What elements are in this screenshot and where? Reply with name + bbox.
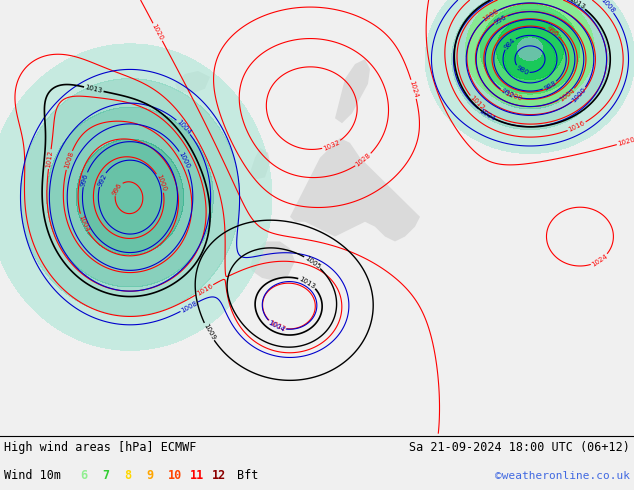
Text: Sa 21-09-2024 18:00 UTC (06+12): Sa 21-09-2024 18:00 UTC (06+12) bbox=[409, 441, 630, 454]
Text: 1008: 1008 bbox=[482, 7, 500, 23]
Text: 1004: 1004 bbox=[267, 319, 286, 333]
Text: 1028: 1028 bbox=[354, 152, 372, 168]
Text: 1012: 1012 bbox=[469, 95, 485, 111]
Text: 992: 992 bbox=[500, 87, 514, 99]
Text: 1016: 1016 bbox=[195, 283, 214, 297]
Text: 996: 996 bbox=[112, 181, 124, 196]
Text: 992: 992 bbox=[96, 172, 108, 187]
Polygon shape bbox=[250, 148, 270, 179]
Text: 1004: 1004 bbox=[477, 107, 496, 122]
Polygon shape bbox=[335, 59, 370, 123]
Text: Wind 10m: Wind 10m bbox=[4, 469, 61, 483]
Text: 6: 6 bbox=[80, 469, 87, 483]
Text: 1012: 1012 bbox=[268, 319, 287, 333]
Text: 1008: 1008 bbox=[63, 151, 75, 170]
Text: 1008: 1008 bbox=[599, 0, 616, 14]
Text: 10: 10 bbox=[168, 469, 182, 483]
Text: 8: 8 bbox=[124, 469, 131, 483]
Text: ©weatheronline.co.uk: ©weatheronline.co.uk bbox=[495, 471, 630, 481]
Text: 1004: 1004 bbox=[176, 119, 192, 136]
Polygon shape bbox=[290, 138, 420, 242]
Text: 996: 996 bbox=[545, 26, 560, 38]
Text: 1024: 1024 bbox=[408, 80, 419, 98]
Text: 1000: 1000 bbox=[571, 86, 588, 103]
Text: 996: 996 bbox=[493, 13, 508, 25]
Text: 1012: 1012 bbox=[46, 150, 54, 168]
Text: 988: 988 bbox=[543, 80, 557, 92]
Text: 11: 11 bbox=[190, 469, 204, 483]
Text: 1016: 1016 bbox=[567, 120, 586, 133]
Text: 1004: 1004 bbox=[558, 87, 576, 103]
Text: 984: 984 bbox=[503, 37, 517, 50]
Text: 1013: 1013 bbox=[567, 0, 586, 11]
Text: Bft: Bft bbox=[237, 469, 259, 483]
Text: High wind areas [hPa] ECMWF: High wind areas [hPa] ECMWF bbox=[4, 441, 197, 454]
Text: 1000: 1000 bbox=[155, 173, 167, 193]
Text: 1013: 1013 bbox=[84, 84, 103, 94]
Text: 980: 980 bbox=[515, 65, 529, 76]
Polygon shape bbox=[175, 71, 210, 94]
Text: 9: 9 bbox=[146, 469, 153, 483]
Polygon shape bbox=[250, 242, 295, 281]
Text: 1000: 1000 bbox=[504, 91, 523, 102]
Text: 1005: 1005 bbox=[304, 254, 321, 270]
Text: 1013: 1013 bbox=[298, 275, 317, 290]
Text: 1000: 1000 bbox=[178, 151, 191, 170]
Text: 1008: 1008 bbox=[180, 300, 198, 314]
Text: 1032: 1032 bbox=[322, 139, 341, 151]
Text: 7: 7 bbox=[102, 469, 109, 483]
Text: 1004: 1004 bbox=[77, 214, 90, 233]
Text: 1020: 1020 bbox=[151, 23, 164, 41]
Text: 1020: 1020 bbox=[617, 137, 634, 147]
Text: 1024: 1024 bbox=[591, 253, 609, 268]
Text: 996: 996 bbox=[80, 172, 89, 187]
Text: 1009: 1009 bbox=[202, 322, 216, 341]
Text: 12: 12 bbox=[212, 469, 226, 483]
